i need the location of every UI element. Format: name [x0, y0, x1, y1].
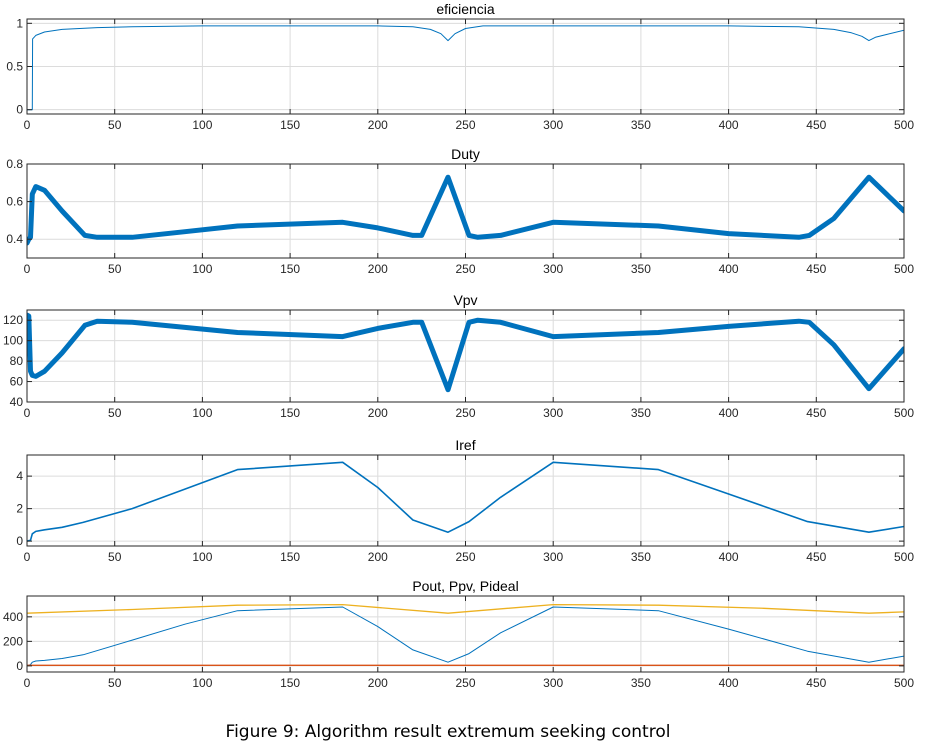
y-tick-label: 60 — [10, 375, 24, 389]
x-tick-label: 250 — [455, 406, 475, 420]
x-tick-label: 0 — [24, 676, 31, 690]
chart-panel-3: 0 50 100 150 200 250 300 350 400 450 500 40 60 80 100 1… — [3, 292, 914, 420]
x-tick-label: 300 — [543, 676, 563, 690]
x-tick-label: 200 — [368, 406, 388, 420]
x-tick-label: 100 — [192, 118, 212, 132]
x-tick-label: 350 — [631, 406, 651, 420]
y-tick-label: 100 — [3, 334, 23, 348]
chart-panel-1: 0 50 100 150 200 250 300 350 400 450 500 0 0.5 1 efici… — [6, 1, 914, 132]
series-line-1 — [27, 606, 904, 667]
chart-panel-2: 0 50 100 150 200 250 300 350 400 450 500 0.4 0.6 0.8 D… — [6, 146, 914, 276]
x-tick-label: 450 — [806, 550, 826, 564]
x-tick-label: 150 — [280, 406, 300, 420]
y-tick-label: 2 — [16, 502, 23, 516]
x-tick-label: 350 — [631, 550, 651, 564]
y-tick-label: 1 — [16, 16, 23, 30]
figure-caption: Figure 9: Algorithm result extremum seek… — [225, 722, 671, 742]
x-tick-label: 100 — [192, 262, 212, 276]
chart-title: eficiencia — [436, 1, 495, 17]
x-tick-label: 50 — [108, 262, 122, 276]
x-tick-label: 0 — [24, 406, 31, 420]
x-tick-label: 450 — [806, 118, 826, 132]
x-tick-label: 200 — [368, 550, 388, 564]
x-tick-label: 300 — [543, 406, 563, 420]
x-tick-label: 400 — [719, 118, 739, 132]
y-tick-label: 0 — [16, 103, 23, 117]
x-tick-label: 450 — [806, 262, 826, 276]
y-tick-label: 0.5 — [6, 60, 23, 74]
x-tick-label: 50 — [108, 118, 122, 132]
x-tick-label: 300 — [543, 118, 563, 132]
x-tick-label: 100 — [192, 676, 212, 690]
chart-panel-5: 0 50 100 150 200 250 300 350 400 450 500 0 200 400 Pou… — [3, 578, 914, 690]
x-tick-label: 400 — [719, 676, 739, 690]
series-line-3 — [27, 603, 904, 614]
x-tick-label: 100 — [192, 406, 212, 420]
x-tick-label: 200 — [368, 118, 388, 132]
x-tick-label: 400 — [719, 406, 739, 420]
y-tick-label: 0 — [16, 534, 23, 548]
x-tick-label: 150 — [280, 118, 300, 132]
x-tick-label: 150 — [280, 550, 300, 564]
x-tick-label: 150 — [280, 676, 300, 690]
x-tick-label: 0 — [24, 118, 31, 132]
y-tick-label: 4 — [16, 469, 23, 483]
chart-panel-4: 0 50 100 150 200 250 300 350 400 450 500 0 2 4 Iref — [16, 437, 914, 564]
y-tick-label: 0.6 — [6, 195, 23, 209]
x-tick-label: 150 — [280, 262, 300, 276]
chart-title: Pout, Ppv, Pideal — [412, 578, 518, 594]
x-tick-label: 500 — [894, 676, 914, 690]
x-tick-label: 200 — [368, 262, 388, 276]
x-tick-label: 500 — [894, 550, 914, 564]
x-tick-label: 50 — [108, 406, 122, 420]
x-tick-label: 400 — [719, 262, 739, 276]
y-tick-label: 400 — [3, 610, 23, 624]
x-tick-label: 250 — [455, 118, 475, 132]
x-tick-label: 50 — [108, 676, 122, 690]
y-tick-label: 200 — [3, 634, 23, 648]
series-line-1 — [27, 25, 904, 111]
x-tick-label: 300 — [543, 262, 563, 276]
x-tick-label: 450 — [806, 406, 826, 420]
x-tick-label: 450 — [806, 676, 826, 690]
y-tick-label: 80 — [10, 354, 24, 368]
series-line-1 — [27, 312, 904, 393]
x-tick-label: 250 — [455, 550, 475, 564]
series-line-1 — [27, 174, 904, 246]
x-tick-label: 350 — [631, 676, 651, 690]
x-tick-label: 350 — [631, 262, 651, 276]
x-tick-label: 250 — [455, 262, 475, 276]
x-tick-label: 350 — [631, 118, 651, 132]
x-tick-label: 500 — [894, 406, 914, 420]
y-tick-label: 40 — [10, 395, 24, 409]
y-tick-label: 0.8 — [6, 157, 23, 171]
x-tick-label: 500 — [894, 262, 914, 276]
x-tick-label: 500 — [894, 118, 914, 132]
x-tick-label: 100 — [192, 550, 212, 564]
x-tick-label: 0 — [24, 262, 31, 276]
chart-title: Vpv — [453, 292, 477, 308]
x-tick-label: 0 — [24, 550, 31, 564]
x-tick-label: 50 — [108, 550, 122, 564]
chart-title: Iref — [455, 437, 475, 453]
y-tick-label: 120 — [3, 313, 23, 327]
chart-title: Duty — [451, 146, 480, 162]
x-tick-label: 300 — [543, 550, 563, 564]
series-line-1 — [27, 461, 904, 542]
x-tick-label: 400 — [719, 550, 739, 564]
x-tick-label: 200 — [368, 676, 388, 690]
y-tick-label: 0.4 — [6, 232, 23, 246]
x-tick-label: 250 — [455, 676, 475, 690]
y-tick-label: 0 — [16, 659, 23, 673]
